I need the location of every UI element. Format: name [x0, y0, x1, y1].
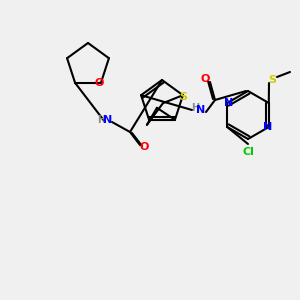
Text: S: S	[179, 92, 187, 102]
Text: O: O	[139, 142, 149, 152]
Text: H: H	[191, 103, 199, 113]
Text: N: N	[224, 98, 233, 108]
Text: Cl: Cl	[242, 147, 254, 157]
Text: N: N	[263, 122, 272, 132]
Text: O: O	[200, 74, 210, 84]
Text: O: O	[94, 78, 104, 88]
Text: H: H	[97, 115, 105, 125]
Text: N: N	[196, 105, 206, 115]
Text: S: S	[268, 75, 276, 85]
Text: N: N	[103, 115, 112, 125]
